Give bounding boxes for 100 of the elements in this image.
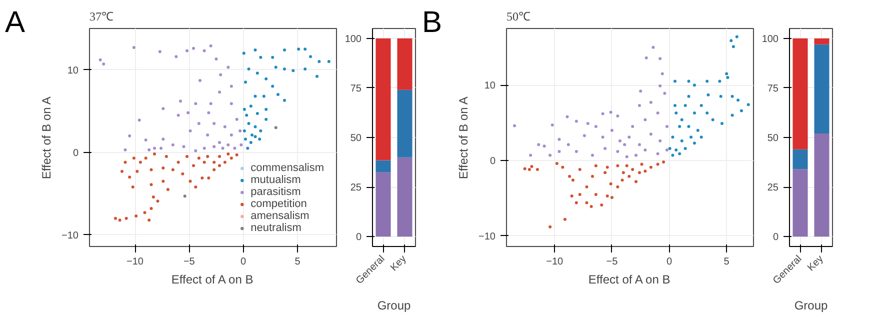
bar xyxy=(814,38,830,44)
point xyxy=(247,122,250,125)
chart-title: 37℃ xyxy=(90,10,114,24)
point xyxy=(674,148,678,152)
x-tick-label: 5 xyxy=(724,256,730,268)
point xyxy=(542,144,546,148)
point xyxy=(706,93,710,96)
bar xyxy=(792,38,808,150)
legend-label: parasitism xyxy=(250,186,301,198)
point xyxy=(242,52,246,55)
point xyxy=(720,122,724,126)
point xyxy=(623,143,626,146)
point xyxy=(192,164,195,168)
point xyxy=(585,185,588,188)
point xyxy=(692,111,696,114)
point xyxy=(162,180,165,183)
point xyxy=(644,118,647,122)
point xyxy=(625,164,628,168)
point xyxy=(678,125,682,128)
legend-label: amensalism xyxy=(250,210,310,222)
point xyxy=(148,148,151,152)
point xyxy=(594,125,598,128)
bar xyxy=(376,160,391,172)
y-tick-label: −10 xyxy=(62,230,79,242)
point xyxy=(223,160,226,164)
point xyxy=(590,174,594,178)
point xyxy=(684,104,687,107)
text: A xyxy=(5,5,26,41)
point xyxy=(327,60,330,64)
point xyxy=(254,48,257,52)
point xyxy=(283,48,286,52)
point xyxy=(616,150,620,153)
point xyxy=(601,136,604,139)
point xyxy=(574,150,578,153)
y-tick-label: −10 xyxy=(478,231,496,242)
point xyxy=(736,98,740,102)
point xyxy=(240,143,243,146)
x-tick-label: 0 xyxy=(240,256,247,268)
point xyxy=(194,149,198,152)
point xyxy=(226,66,230,69)
point xyxy=(513,124,516,128)
point xyxy=(550,124,554,127)
point xyxy=(235,153,238,156)
point xyxy=(150,168,153,172)
point xyxy=(726,76,730,80)
point xyxy=(230,84,233,88)
point xyxy=(634,180,638,184)
bar xyxy=(814,44,830,134)
point xyxy=(662,160,666,164)
point xyxy=(124,216,128,220)
bar xyxy=(814,134,830,237)
legend-label: commensalism xyxy=(250,162,324,174)
point xyxy=(212,160,216,164)
point xyxy=(658,57,662,60)
y-tick-label: 25 xyxy=(767,182,779,194)
y-tick-label: 0 xyxy=(72,148,79,159)
point xyxy=(102,62,106,66)
point xyxy=(207,176,210,180)
point xyxy=(640,162,644,166)
point xyxy=(610,196,614,199)
point xyxy=(197,156,200,160)
legend-label: neutralism xyxy=(250,222,302,234)
point xyxy=(594,192,598,196)
point xyxy=(258,138,262,141)
point xyxy=(226,143,230,146)
point xyxy=(124,148,127,152)
point xyxy=(680,139,684,142)
point xyxy=(198,79,202,82)
x-axis-title: Group xyxy=(377,298,411,312)
point xyxy=(649,132,652,136)
point xyxy=(730,94,734,98)
point xyxy=(684,146,687,150)
point xyxy=(186,49,188,52)
point xyxy=(568,174,572,178)
point xyxy=(162,166,165,170)
point xyxy=(610,128,614,132)
point xyxy=(746,103,750,106)
x-tick-label: −5 xyxy=(606,256,618,268)
point xyxy=(606,166,609,169)
point xyxy=(638,171,641,174)
point xyxy=(622,171,625,174)
point xyxy=(230,102,233,106)
point xyxy=(274,126,278,130)
x-tick-label: Key xyxy=(388,254,409,274)
point xyxy=(144,138,148,142)
point xyxy=(162,107,165,110)
point xyxy=(594,164,598,168)
point xyxy=(194,186,198,189)
x-axis-title: Effect of A on B xyxy=(171,272,254,286)
point xyxy=(230,134,233,137)
point xyxy=(718,80,722,83)
point xyxy=(206,134,210,137)
point xyxy=(578,168,582,172)
point xyxy=(247,67,250,70)
point xyxy=(264,108,268,111)
point xyxy=(226,152,230,156)
point xyxy=(318,60,321,64)
point xyxy=(649,100,652,104)
point xyxy=(570,194,574,198)
point xyxy=(692,84,696,87)
